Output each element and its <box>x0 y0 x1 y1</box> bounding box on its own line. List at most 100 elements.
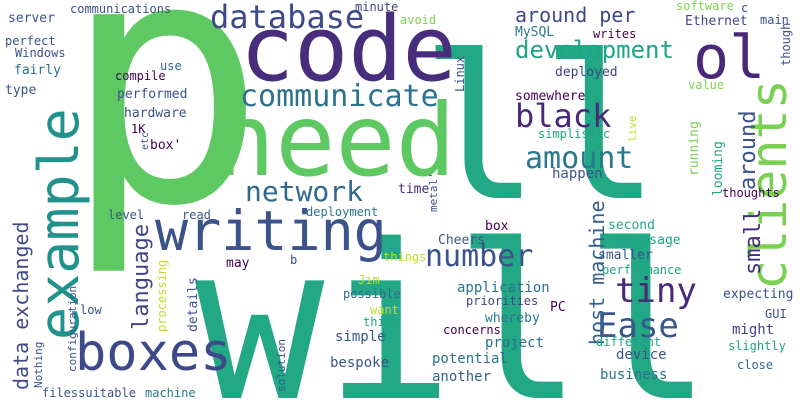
word: application <box>457 280 550 296</box>
word: whereby <box>485 311 540 326</box>
word: development <box>515 36 674 64</box>
word: smaller <box>598 248 653 263</box>
word: bespoke <box>330 355 389 371</box>
word: time <box>398 182 429 197</box>
word: close <box>737 358 773 372</box>
word: low <box>80 303 102 317</box>
word: level <box>108 208 144 222</box>
word: potential <box>432 351 508 367</box>
word: performance <box>602 263 681 277</box>
word: fairly <box>14 63 61 78</box>
word: possible <box>343 287 401 301</box>
word: Windows <box>15 46 66 60</box>
word: writes <box>593 27 636 41</box>
word: slightly <box>728 339 786 353</box>
word: database <box>210 0 364 36</box>
word: hardware <box>124 106 187 121</box>
word: priorities <box>466 294 538 308</box>
word: device <box>616 347 667 363</box>
word: around <box>736 111 761 190</box>
word: ll <box>420 13 661 246</box>
word: minute <box>355 0 398 14</box>
word: project <box>485 335 544 351</box>
word: Linux <box>453 56 467 92</box>
word: performed <box>117 87 187 102</box>
word: might <box>732 322 774 338</box>
word: clients <box>740 79 798 290</box>
word: deployment <box>306 205 378 219</box>
word: Cheers <box>438 233 485 248</box>
word: value <box>688 78 724 92</box>
word: main <box>760 13 789 27</box>
word: small <box>741 209 766 275</box>
word: thoughts <box>722 186 780 200</box>
word: Ethernet <box>685 14 748 29</box>
word: second <box>608 218 655 233</box>
word: details <box>186 277 201 332</box>
word: avoid <box>400 13 436 27</box>
word: may <box>226 256 250 271</box>
word: want <box>370 303 399 317</box>
word: configuration <box>66 286 79 372</box>
word: server <box>8 11 55 26</box>
word: PC <box>550 300 566 315</box>
word: Jim <box>358 273 380 287</box>
word: writing <box>155 199 387 263</box>
word: around per <box>515 3 635 27</box>
word: communicate <box>240 79 439 114</box>
word: 1K <box>131 122 146 136</box>
word: box' <box>150 138 181 153</box>
word: though <box>779 23 793 66</box>
word: ol <box>693 23 765 93</box>
word: network <box>245 175 363 208</box>
word: black <box>515 97 611 135</box>
word: processing <box>155 260 169 332</box>
word: etc <box>140 132 151 150</box>
word: think <box>363 315 400 329</box>
word: machine <box>145 386 196 400</box>
word: simplistic <box>538 127 610 141</box>
word: live <box>626 116 639 143</box>
word: envisage <box>618 233 681 248</box>
word: filessuitable <box>42 386 136 400</box>
word: software <box>676 0 734 13</box>
word: b <box>290 253 297 267</box>
word: metal' <box>427 172 440 212</box>
word: concerns <box>443 323 501 337</box>
word: Ease <box>597 306 679 346</box>
word: perfect <box>5 34 56 48</box>
word: different <box>596 335 661 349</box>
word: use <box>160 59 182 73</box>
word: will <box>195 198 713 400</box>
word: tiny <box>615 271 697 311</box>
word: looming <box>711 141 726 196</box>
word: GUI <box>765 307 787 321</box>
word: number <box>425 239 533 274</box>
word: business <box>600 367 667 383</box>
word: running <box>687 121 702 176</box>
word: compile <box>115 69 166 83</box>
word: communications <box>70 2 171 16</box>
word: type <box>5 83 36 98</box>
word: code <box>240 0 457 102</box>
word: language <box>129 224 154 330</box>
word: happen <box>552 166 603 182</box>
word: c <box>741 1 748 15</box>
word: another <box>432 369 491 385</box>
word: somewhere <box>515 89 586 104</box>
word: solution <box>275 339 288 392</box>
word: need <box>215 82 456 199</box>
word: simple <box>335 329 386 345</box>
word: boxes <box>75 323 232 383</box>
word: amount <box>525 141 633 176</box>
word: MySQL <box>515 25 554 40</box>
word: example <box>27 108 91 340</box>
word: Nothing <box>32 342 45 388</box>
word: deployed <box>555 65 618 80</box>
word: p <box>62 0 267 281</box>
word: things <box>383 250 426 264</box>
word: box <box>485 219 509 234</box>
word: host machine <box>585 201 609 346</box>
